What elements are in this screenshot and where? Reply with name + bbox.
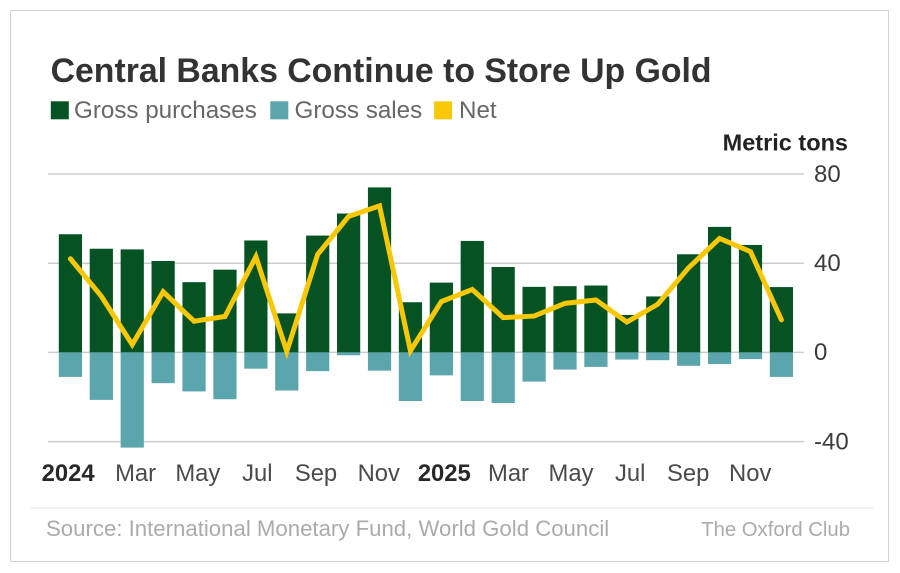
svg-text:40: 40: [814, 250, 841, 277]
svg-text:2024: 2024: [42, 460, 96, 487]
svg-text:The Oxford Club: The Oxford Club: [701, 519, 850, 541]
svg-text:-40: -40: [814, 428, 849, 455]
svg-text:Sep: Sep: [667, 460, 709, 487]
svg-text:Gross sales: Gross sales: [295, 97, 423, 124]
svg-text:Central Banks Continue to Stor: Central Banks Continue to Store Up Gold: [51, 52, 712, 90]
svg-text:May: May: [549, 460, 594, 487]
svg-text:Sep: Sep: [295, 460, 337, 487]
svg-text:Gross purchases: Gross purchases: [74, 97, 257, 124]
svg-text:Metric tons: Metric tons: [723, 130, 848, 156]
svg-text:Mar: Mar: [115, 460, 156, 487]
svg-text:Mar: Mar: [488, 460, 529, 487]
svg-text:Nov: Nov: [729, 460, 771, 487]
svg-text:2025: 2025: [418, 460, 471, 487]
svg-text:Net: Net: [459, 97, 497, 124]
svg-text:May: May: [175, 460, 220, 487]
svg-text:Jul: Jul: [242, 460, 272, 487]
svg-text:0: 0: [814, 339, 827, 366]
svg-text:Jul: Jul: [615, 460, 645, 487]
svg-text:Nov: Nov: [358, 460, 400, 487]
svg-text:80: 80: [814, 161, 841, 188]
svg-text:Source: International Monetary: Source: International Monetary Fund, Wor…: [46, 516, 609, 541]
